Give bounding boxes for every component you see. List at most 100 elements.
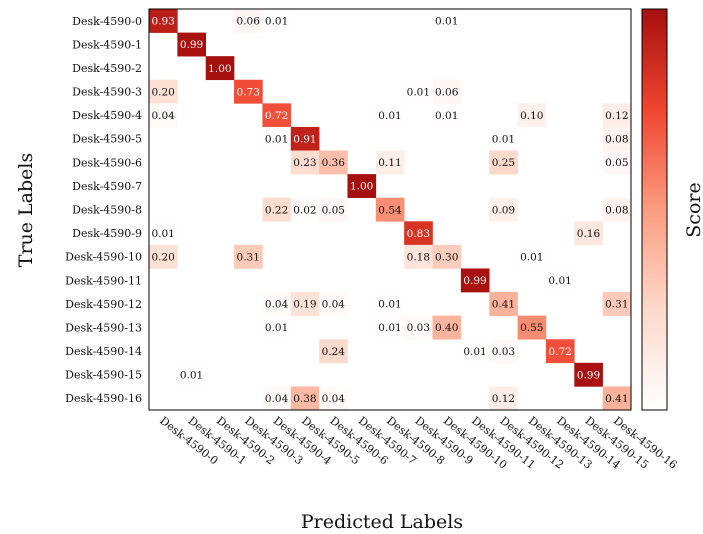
heatmap-cell bbox=[432, 9, 462, 33]
heatmap-cell bbox=[489, 126, 518, 151]
heatmap-cell bbox=[545, 268, 575, 293]
cell-value-label: 0.73 bbox=[237, 86, 260, 98]
cell-value-label: 0.83 bbox=[407, 228, 430, 240]
heatmap-cell bbox=[234, 9, 263, 33]
cell-value-label: 0.06 bbox=[435, 86, 459, 98]
cell-value-label: 0.30 bbox=[435, 251, 458, 263]
x-tick-labels: Desk-4590-0Desk-4590-1Desk-4590-2Desk-45… bbox=[157, 414, 679, 472]
heatmap-cell bbox=[319, 197, 348, 222]
cell-value-label: 0.31 bbox=[605, 299, 628, 311]
heatmap-cell bbox=[149, 244, 178, 269]
cell-value-label: 0.05 bbox=[322, 204, 345, 216]
cell-value-label: 0.72 bbox=[548, 346, 571, 358]
heatmap-cell bbox=[602, 197, 632, 222]
cell-value-label: 0.01 bbox=[407, 86, 430, 98]
y-axis-title: True Labels bbox=[15, 153, 37, 267]
cell-value-label: 0.01 bbox=[265, 322, 288, 334]
cell-value-label: 0.01 bbox=[520, 251, 543, 263]
y-tick-label: Desk-4590-11 bbox=[65, 274, 142, 287]
cell-value-label: 0.01 bbox=[378, 322, 401, 334]
heatmap-cell bbox=[574, 221, 603, 246]
heatmap-cell bbox=[290, 150, 320, 175]
cell-value-label: 0.01 bbox=[378, 110, 401, 122]
cell-value-label: 0.03 bbox=[492, 346, 515, 358]
cell-value-label: 0.12 bbox=[492, 393, 515, 405]
heatmap-cell bbox=[404, 244, 433, 269]
heatmap-cell bbox=[319, 386, 348, 411]
cell-value-label: 0.16 bbox=[577, 228, 601, 240]
cell-value-label: 0.11 bbox=[378, 157, 401, 169]
colorbar bbox=[641, 8, 668, 411]
heatmap-cell bbox=[319, 150, 348, 175]
heatmap-cell bbox=[489, 339, 518, 364]
heatmap-cell bbox=[262, 126, 292, 151]
cell-value-label: 0.23 bbox=[293, 157, 316, 169]
heatmap-cell bbox=[149, 79, 178, 104]
heatmap-cell bbox=[290, 292, 320, 316]
cell-value-label: 0.41 bbox=[492, 299, 515, 311]
heatmap-cell bbox=[177, 32, 207, 57]
heatmap-cell bbox=[290, 386, 320, 411]
cell-value-label: 0.99 bbox=[180, 39, 203, 51]
heatmap-cell bbox=[262, 292, 292, 316]
cell-value-label: 0.20 bbox=[151, 86, 174, 98]
y-tick-label: Desk-4590-4 bbox=[72, 109, 142, 122]
cell-value-label: 0.93 bbox=[151, 16, 174, 28]
heatmap-cells: 0.93 0.06 0.01 0.01 0.99 1.00 0.20 0.73 0.01 0.06… bbox=[149, 9, 632, 411]
heatmap-cell bbox=[432, 244, 462, 269]
heatmap-cell bbox=[262, 386, 292, 411]
cell-value-label: 0.01 bbox=[265, 16, 288, 28]
heatmap-cell bbox=[489, 292, 518, 316]
y-tick-label: Desk-4590-3 bbox=[72, 86, 142, 99]
heatmap-cell bbox=[234, 79, 263, 104]
cell-value-label: 0.10 bbox=[520, 110, 543, 122]
heatmap-cell bbox=[517, 315, 547, 340]
colorbar-label: Score bbox=[683, 182, 703, 237]
cell-value-label: 0.22 bbox=[265, 204, 288, 216]
cell-value-label: 0.40 bbox=[435, 322, 458, 334]
heatmap-cell bbox=[290, 197, 320, 222]
y-tick-label: Desk-4590-6 bbox=[72, 156, 142, 169]
cell-value-label: 0.19 bbox=[293, 299, 316, 311]
cell-value-label: 0.72 bbox=[265, 110, 288, 122]
cell-value-label: 0.04 bbox=[151, 110, 175, 122]
y-tick-label: Desk-4590-9 bbox=[72, 227, 142, 240]
y-tick-label: Desk-4590-12 bbox=[65, 298, 142, 311]
heatmap-cell bbox=[517, 103, 547, 128]
cell-value-label: 0.01 bbox=[151, 228, 174, 240]
cell-value-label: 0.91 bbox=[293, 134, 316, 146]
heatmap-cell bbox=[347, 174, 377, 199]
y-tick-label: Desk-4590-1 bbox=[72, 38, 142, 51]
cell-value-label: 0.01 bbox=[548, 275, 571, 287]
cell-value-label: 0.06 bbox=[237, 16, 261, 28]
cell-value-label: 0.01 bbox=[492, 134, 515, 146]
x-axis-title: Predicted Labels bbox=[301, 511, 463, 533]
heatmap-cell bbox=[375, 315, 405, 340]
y-tick-label: Desk-4590-10 bbox=[65, 251, 142, 264]
cell-value-label: 0.01 bbox=[378, 299, 401, 311]
cell-value-label: 0.24 bbox=[322, 346, 346, 358]
heatmap-cell bbox=[205, 56, 235, 81]
cell-value-label: 0.08 bbox=[605, 134, 628, 146]
y-tick-labels: Desk-4590-0 Desk-4590-1 Desk-4590-2 Desk-45… bbox=[65, 15, 142, 405]
heatmap-cell bbox=[290, 126, 320, 151]
heatmap-cell bbox=[149, 221, 178, 246]
y-tick-label: Desk-4590-7 bbox=[72, 180, 142, 193]
cell-value-label: 0.08 bbox=[605, 204, 628, 216]
heatmap-cell bbox=[404, 79, 433, 104]
heatmap-cell bbox=[432, 315, 462, 340]
y-tick-label: Desk-4590-15 bbox=[65, 369, 142, 382]
y-tick-label: Desk-4590-5 bbox=[72, 133, 142, 146]
heatmap-cell bbox=[602, 292, 632, 316]
cell-value-label: 0.01 bbox=[463, 346, 486, 358]
cell-value-label: 0.99 bbox=[463, 275, 486, 287]
cell-value-label: 0.12 bbox=[605, 110, 628, 122]
y-tick-label: Desk-4590-13 bbox=[65, 321, 142, 334]
heatmap-cell bbox=[404, 315, 433, 340]
heatmap-cell bbox=[319, 292, 348, 316]
cell-value-label: 0.18 bbox=[407, 251, 430, 263]
heatmap-cell bbox=[262, 315, 292, 340]
heatmap-cell bbox=[489, 150, 518, 175]
cell-value-label: 0.01 bbox=[435, 110, 458, 122]
